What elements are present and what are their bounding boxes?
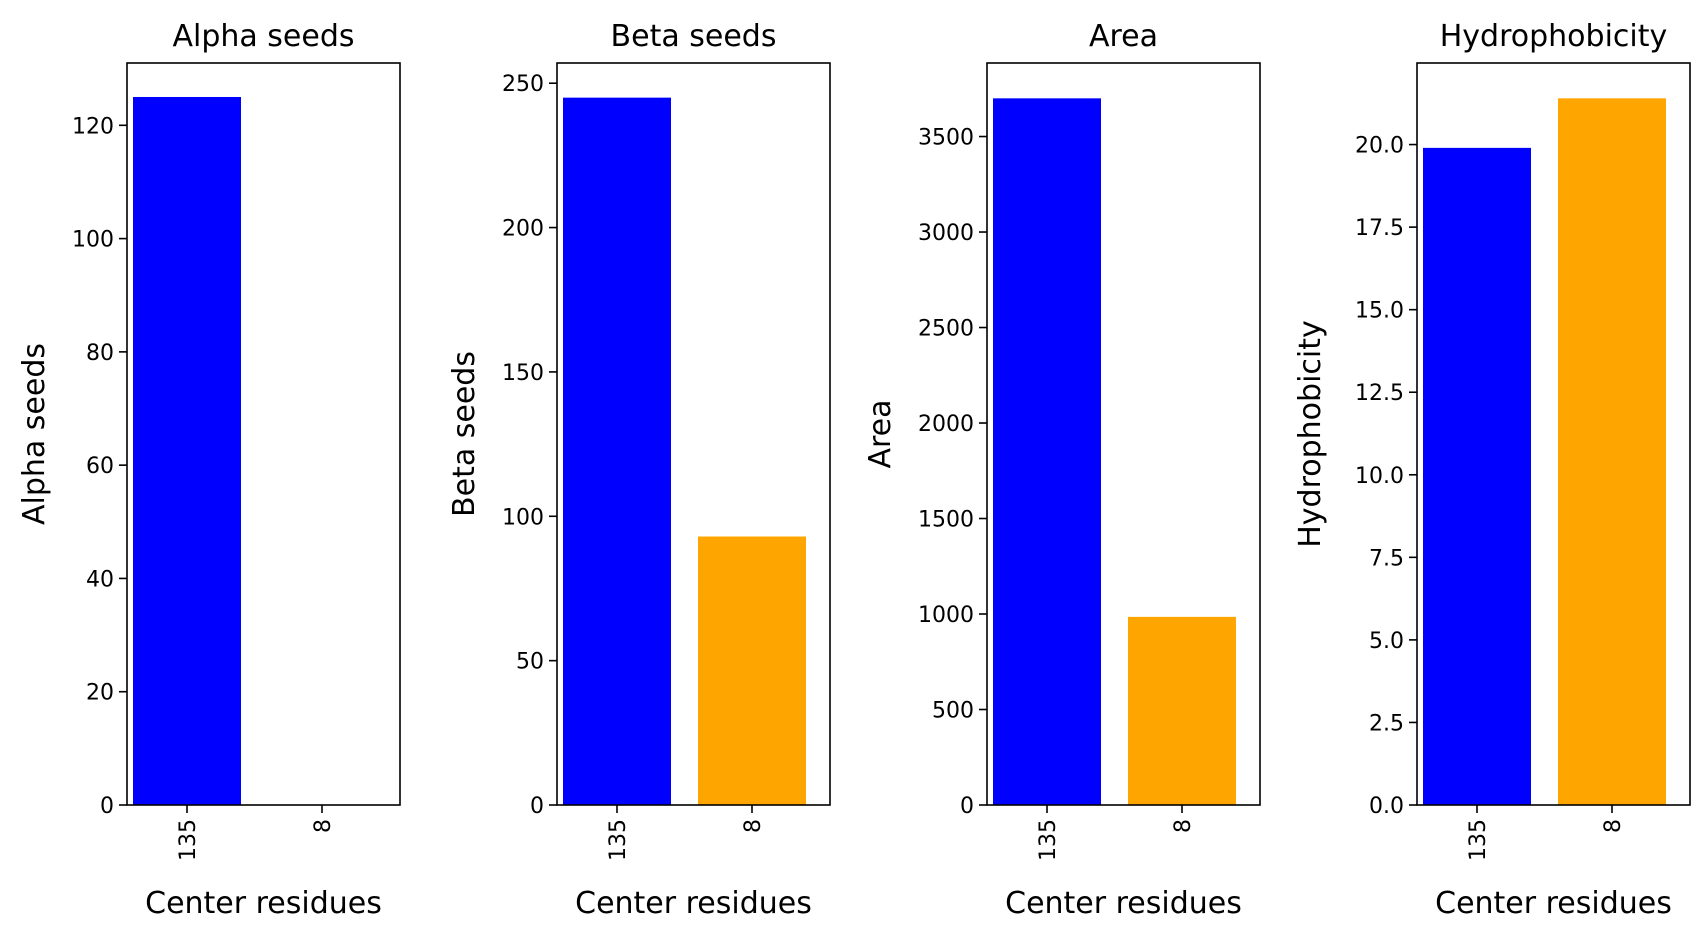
y-tick-label: 20.0 [1355, 134, 1404, 159]
x-axis-label: Center residues [1435, 886, 1672, 921]
x-axis-label: Center residues [1005, 886, 1242, 921]
axes-frame [126, 62, 401, 806]
x-tick-label: 8 [1601, 819, 1626, 833]
x-axis-label: Center residues [145, 886, 382, 921]
y-tick-label: 0 [960, 794, 974, 819]
y-tick-label: 3500 [918, 126, 974, 151]
y-tick-label: 5.0 [1369, 629, 1404, 654]
y-tick-label: 100 [72, 228, 114, 253]
axes-frame [1416, 62, 1691, 806]
y-axis-label: Hydrophobicity [1293, 320, 1328, 548]
subplot-3: 0 500 1000 1500 2000 2500 3000 3500 135 8 Area Cent… [863, 19, 1261, 921]
x-tick-label: 135 [176, 819, 201, 861]
y-tick-label: 100 [502, 505, 544, 530]
bar-135 [563, 97, 671, 805]
y-tick-label: 0 [100, 794, 114, 819]
bar-135 [1423, 147, 1531, 806]
x-tick-label: 8 [311, 819, 336, 833]
y-tick-label: 0.0 [1369, 794, 1404, 819]
x-tick-label: 135 [606, 819, 631, 861]
subplot-title: Beta seeds [611, 19, 777, 54]
x-tick-label: 135 [1466, 819, 1491, 861]
axes-frame [986, 62, 1261, 806]
y-tick-label: 12.5 [1355, 381, 1404, 406]
y-tick-label: 80 [86, 341, 114, 366]
bar-8 [1558, 98, 1666, 806]
y-axis-label: Beta seeds [447, 351, 482, 517]
subplot-title: Alpha seeds [172, 19, 354, 54]
bar-135 [993, 98, 1101, 806]
y-tick-label: 200 [502, 217, 544, 242]
y-tick-label: 20 [86, 681, 114, 706]
y-tick-label: 3000 [918, 221, 974, 246]
y-tick-label: 2000 [918, 412, 974, 437]
y-tick-label: 2.5 [1369, 711, 1404, 736]
x-tick-label: 135 [1036, 819, 1061, 861]
bar-135 [133, 96, 241, 805]
bar-8 [1128, 616, 1236, 805]
subplot-2: 0 50 100 150 200 250 135 8 Beta seeds Center resi… [447, 19, 831, 921]
x-axis-label: Center residues [575, 886, 812, 921]
y-axis-label: Area [863, 399, 898, 468]
y-tick-label: 50 [516, 650, 544, 675]
y-tick-label: 15.0 [1355, 299, 1404, 324]
subplot-title: Area [1089, 19, 1158, 54]
y-tick-label: 2500 [918, 317, 974, 342]
y-tick-label: 0 [530, 794, 544, 819]
y-tick-label: 1500 [918, 508, 974, 533]
y-tick-label: 10.0 [1355, 464, 1404, 489]
y-tick-label: 17.5 [1355, 216, 1404, 241]
subplot-title: Hydrophobicity [1440, 19, 1668, 54]
y-tick-label: 1000 [918, 603, 974, 628]
y-tick-label: 120 [72, 114, 114, 139]
y-tick-label: 500 [932, 699, 974, 724]
bar-8 [698, 536, 806, 805]
y-tick-label: 150 [502, 361, 544, 386]
subplot-4: 0.0 2.5 5.0 7.5 10.0 12.5 15.0 17.5 20.0 135 8 Hydr… [1293, 19, 1691, 921]
y-tick-label: 250 [502, 72, 544, 97]
x-tick-label: 8 [1171, 819, 1196, 833]
y-axis-label: Alpha seeds [17, 343, 52, 525]
y-tick-label: 40 [86, 567, 114, 592]
y-tick-label: 60 [86, 454, 114, 479]
axes-frame [556, 62, 831, 806]
subplot-1: 0 20 40 60 80 100 120 135 8 Alpha seeds Center res… [17, 19, 401, 921]
y-tick-label: 7.5 [1369, 546, 1404, 571]
x-tick-label: 8 [741, 819, 766, 833]
